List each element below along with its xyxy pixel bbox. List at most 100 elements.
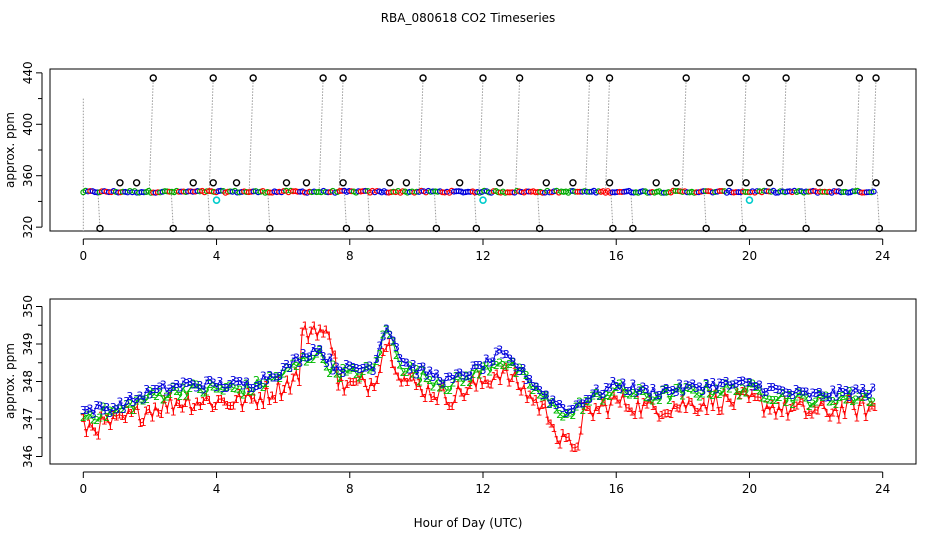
bottom-series-3-mark: 3 bbox=[366, 360, 373, 373]
bottom-series-3-mark: 3 bbox=[90, 408, 97, 421]
bottom-series-1-mark: 1 bbox=[92, 426, 99, 439]
bottom-series-2-mark: 2 bbox=[163, 391, 170, 404]
bottom-series-1-mark: 1 bbox=[365, 387, 372, 400]
bottom-series-2-mark: 2 bbox=[483, 360, 490, 373]
bottom-series-1-mark: 1 bbox=[350, 376, 357, 389]
bottom-series-3-mark: 3 bbox=[490, 355, 497, 368]
bottom-series-1-mark: 1 bbox=[410, 371, 417, 384]
bottom-series-3-mark: 3 bbox=[113, 404, 120, 417]
bottom-series-2-mark: 2 bbox=[540, 391, 547, 404]
bottom-series-3-mark: 3 bbox=[826, 391, 833, 404]
bottom-series-1-mark: 1 bbox=[122, 413, 129, 426]
bottom-series-1-mark: 1 bbox=[524, 393, 531, 406]
bottom-series-1-mark: 1 bbox=[793, 400, 800, 413]
bottom-series-2-mark: 2 bbox=[326, 367, 333, 380]
bottom-series-1-mark: 1 bbox=[368, 376, 375, 389]
bottom-series-2-mark: 2 bbox=[859, 391, 866, 404]
bottom-series-1-mark: 1 bbox=[191, 401, 198, 414]
bottom-series-2-mark: 2 bbox=[350, 362, 357, 375]
bottom-series-1-mark: 1 bbox=[134, 400, 141, 413]
bottom-series-3-mark: 3 bbox=[536, 384, 543, 397]
bottom-series-2-mark: 2 bbox=[363, 360, 370, 373]
bottom-series-3-mark: 3 bbox=[526, 373, 533, 386]
bottom-series-3-mark: 3 bbox=[413, 368, 420, 381]
bottom-series-3-mark: 3 bbox=[290, 353, 297, 366]
bottom-series-1-mark: 1 bbox=[509, 372, 516, 385]
bottom-series-1-mark: 1 bbox=[772, 410, 779, 423]
bottom-series-3-mark: 3 bbox=[809, 386, 816, 399]
bottom-series-1-mark: 1 bbox=[754, 391, 761, 404]
bottom-series-1-mark: 1 bbox=[119, 410, 126, 423]
bottom-series-2-mark: 2 bbox=[246, 385, 253, 398]
bottom-series-1-mark: 1 bbox=[826, 411, 833, 424]
bottom-series-2-mark: 2 bbox=[606, 390, 613, 403]
bottom-series-1-mark: 1 bbox=[847, 393, 854, 406]
bottom-series-1-mark: 1 bbox=[787, 402, 794, 415]
bottom-series-3-mark: 3 bbox=[156, 380, 163, 393]
top-high-spike-point bbox=[515, 74, 524, 82]
bottom-series-3-mark: 3 bbox=[819, 390, 826, 403]
bottom-series-1-mark: 1 bbox=[233, 393, 240, 406]
top-bump-point bbox=[209, 179, 217, 187]
top-high-spike-point bbox=[855, 74, 864, 82]
bottom-series-2-mark: 2 bbox=[593, 387, 600, 400]
bottom-series-2-mark: 2 bbox=[563, 408, 570, 421]
bottom-series-1-mark: 1 bbox=[829, 407, 836, 420]
bottom-series-2-mark: 2 bbox=[553, 404, 560, 417]
bottom-series-3-mark: 3 bbox=[200, 383, 207, 396]
bottom-series-2-mark: 2 bbox=[596, 390, 603, 403]
top-low-spike-point bbox=[472, 224, 481, 233]
bottom-series-1-mark: 1 bbox=[598, 396, 605, 409]
bottom-series-1-mark: 1 bbox=[437, 382, 444, 395]
bottom-series-2-mark: 2 bbox=[809, 397, 816, 410]
bottom-series-3-mark: 3 bbox=[709, 376, 716, 389]
bottom-series-2-mark: 2 bbox=[196, 383, 203, 396]
bottom-series-2-mark: 2 bbox=[773, 394, 780, 407]
bottom-series-1-mark: 1 bbox=[682, 403, 689, 416]
bottom-series-1-mark: 1 bbox=[269, 390, 276, 403]
bottom-series-2-mark: 2 bbox=[220, 384, 227, 397]
bottom-series-3-mark: 3 bbox=[753, 380, 760, 393]
bottom-series-2-mark: 2 bbox=[796, 387, 803, 400]
bottom-series-1-mark: 1 bbox=[748, 387, 755, 400]
bottom-series-1-mark: 1 bbox=[83, 427, 90, 440]
bottom-series-2-mark: 2 bbox=[330, 358, 337, 371]
top-bump-point bbox=[815, 179, 824, 187]
bottom-series-1-mark: 1 bbox=[311, 320, 318, 333]
bottom-series-1-mark: 1 bbox=[101, 414, 108, 427]
bottom-series-1-mark: 1 bbox=[443, 395, 450, 408]
bottom-series-2-mark: 2 bbox=[103, 411, 110, 424]
bottom-series-2-mark: 2 bbox=[270, 372, 277, 385]
bottom-series-1-mark: 1 bbox=[242, 393, 249, 406]
bottom-series-3-mark: 3 bbox=[370, 365, 377, 378]
bottom-series-1-mark: 1 bbox=[745, 393, 752, 406]
top-y-tick-label: 320 bbox=[21, 216, 35, 239]
bottom-series-2-mark: 2 bbox=[783, 396, 790, 409]
top-grey-dip bbox=[97, 191, 101, 229]
bottom-series-1-mark: 1 bbox=[518, 385, 525, 398]
top-high-spike-point bbox=[419, 74, 427, 82]
bottom-series-3-mark: 3 bbox=[559, 402, 566, 415]
bottom-series-1-mark: 1 bbox=[152, 400, 159, 413]
top-bump-point bbox=[386, 179, 394, 187]
bottom-series-1-mark: 1 bbox=[497, 375, 504, 388]
top-y-tick-label: 400 bbox=[21, 113, 35, 136]
bottom-series-2-mark: 2 bbox=[663, 383, 670, 396]
bottom-series-1-mark: 1 bbox=[248, 394, 255, 407]
top-bump-point bbox=[189, 179, 197, 187]
bottom-series-3-mark: 3 bbox=[110, 401, 117, 414]
bottom-series-1-mark: 1 bbox=[305, 334, 312, 347]
bottom-series-3-mark: 3 bbox=[460, 370, 467, 383]
bottom-series-1-mark: 1 bbox=[440, 380, 447, 393]
bottom-series-3-mark: 3 bbox=[693, 382, 700, 395]
bottom-series-1-mark: 1 bbox=[751, 391, 758, 404]
bottom-series-2-mark: 2 bbox=[140, 394, 147, 407]
bottom-series-1-mark: 1 bbox=[607, 396, 614, 409]
bottom-series-1-mark: 1 bbox=[413, 380, 420, 393]
top-low-spike-point bbox=[266, 224, 274, 233]
bottom-series-3-mark: 3 bbox=[253, 380, 260, 393]
bottom-series-1-mark: 1 bbox=[173, 396, 180, 409]
bottom-series-1-mark: 1 bbox=[655, 412, 662, 425]
bottom-series-2-mark: 2 bbox=[416, 375, 423, 388]
bottom-series-1-mark: 1 bbox=[194, 395, 201, 408]
